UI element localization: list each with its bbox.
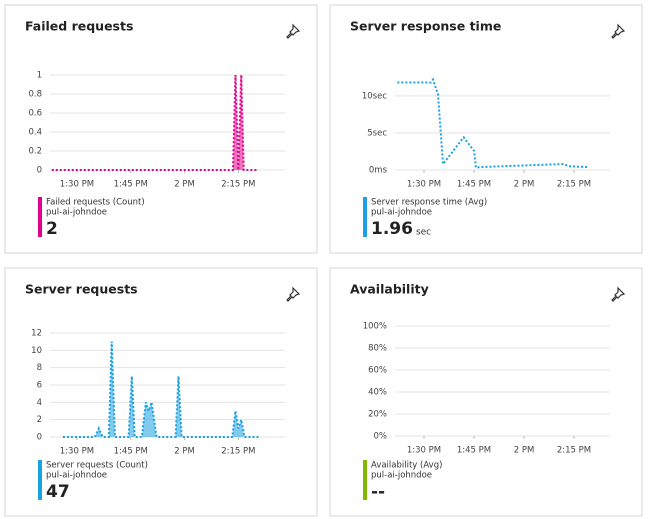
series-line (397, 77, 588, 169)
pin-icon[interactable] (286, 286, 301, 302)
y-tick-label: 10 (31, 346, 42, 356)
panel (329, 4, 643, 254)
summary-unit: sec (416, 228, 431, 238)
x-tick-label: 1:30 PM (407, 180, 441, 190)
x-tick-label: 1:45 PM (114, 447, 148, 457)
legend-swatch (38, 197, 42, 237)
panel-title: Failed requests (25, 19, 133, 34)
x-tick-label: 2:15 PM (221, 180, 255, 190)
pin-shape (611, 23, 626, 39)
y-tick-label: 40% (368, 388, 387, 398)
x-tick-label: 1:30 PM (407, 446, 441, 456)
series-line (62, 341, 259, 438)
y-tick-label: 6 (37, 381, 42, 391)
pin-shape (611, 286, 626, 302)
pin-shape (286, 286, 301, 302)
legend-resource: pul-ai-johndoe (46, 208, 107, 218)
legend-name: Server response time (Avg) (371, 198, 487, 208)
pin-shape (286, 23, 301, 39)
legend-resource: pul-ai-johndoe (371, 471, 432, 481)
legend-swatch (363, 197, 367, 237)
y-tick-label: 1 (37, 71, 42, 81)
summary-value: 1.96 (371, 219, 413, 239)
x-tick-label: 2 PM (514, 446, 535, 456)
panel-title: Server response time (350, 19, 501, 34)
legend-name: Server requests (Count) (46, 461, 148, 471)
y-tick-label: 60% (368, 366, 387, 376)
summary-value: 2 (46, 219, 58, 239)
legend-resource: pul-ai-johndoe (371, 208, 432, 218)
y-tick-label: 0.4 (28, 128, 42, 138)
y-tick-label: 20% (368, 410, 387, 420)
panel (4, 267, 318, 517)
y-tick-label: 0.2 (28, 147, 42, 157)
pin-icon[interactable] (286, 23, 301, 39)
legend-name: Failed requests (Count) (46, 198, 145, 208)
legend-swatch (38, 460, 42, 500)
y-tick-label: 2 (37, 415, 42, 425)
y-tick-label: 8 (37, 363, 42, 373)
y-tick-label: 0 (37, 166, 42, 176)
y-tick-label: 0ms (369, 166, 388, 176)
y-tick-label: 0 (37, 433, 42, 443)
x-tick-label: 2:15 PM (557, 180, 591, 190)
panel (4, 4, 318, 254)
y-tick-label: 0.6 (28, 109, 42, 119)
pin-icon[interactable] (611, 23, 626, 39)
y-tick-label: 10sec (362, 91, 387, 101)
x-tick-label: 2 PM (174, 447, 195, 457)
x-tick-label: 1:45 PM (457, 180, 491, 190)
series-line (51, 74, 259, 171)
summary-value: 47 (46, 482, 70, 502)
panel-title: Availability (350, 282, 429, 297)
x-tick-label: 1:45 PM (457, 446, 491, 456)
y-tick-label: 80% (368, 344, 387, 354)
y-tick-label: 0% (374, 432, 388, 442)
x-tick-label: 1:30 PM (60, 447, 94, 457)
panel-title: Server requests (25, 282, 138, 297)
y-tick-label: 12 (31, 329, 42, 339)
legend-name: Availability (Avg) (371, 461, 442, 471)
legend-resource: pul-ai-johndoe (46, 471, 107, 481)
y-tick-label: 0.8 (28, 90, 42, 100)
x-tick-label: 2 PM (174, 180, 195, 190)
summary-value: -- (371, 482, 385, 502)
x-tick-label: 2:15 PM (221, 447, 255, 457)
x-tick-label: 1:45 PM (114, 180, 148, 190)
y-tick-label: 100% (363, 322, 387, 332)
y-tick-label: 5sec (367, 128, 387, 138)
x-tick-label: 2:15 PM (557, 446, 591, 456)
x-tick-label: 1:30 PM (60, 180, 94, 190)
y-tick-label: 4 (37, 398, 42, 408)
legend-swatch (363, 460, 367, 500)
x-tick-label: 2 PM (514, 180, 535, 190)
pin-icon[interactable] (611, 286, 626, 302)
